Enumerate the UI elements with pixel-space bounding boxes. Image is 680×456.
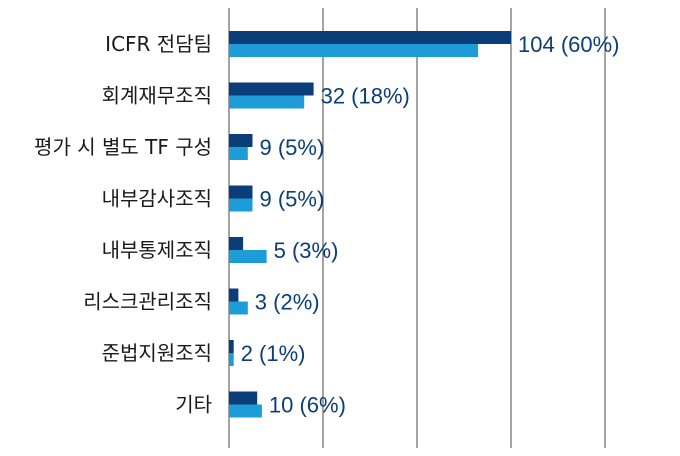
bar-series-2-1 — [229, 95, 305, 109]
data-label-5: 3 (2%) — [255, 290, 320, 315]
category-label-2: 평가 시 별도 TF 구성 — [34, 135, 212, 159]
category-label-0: ICFR 전담팀 — [105, 32, 212, 56]
bar-series-1-7 — [229, 391, 258, 405]
bar-series-1-2 — [229, 134, 253, 147]
category-label-6: 준법지원조직 — [102, 341, 212, 365]
value-labels: 104 (60%) 32 (18%) 9 (5%) 9 (5%) 5 (3%) 3 (2%… — [241, 32, 620, 418]
category-label-3: 내부감사조직 — [102, 187, 212, 211]
bar-series-1-5 — [229, 288, 239, 302]
bar-series-1-0 — [229, 31, 511, 44]
data-label-2: 9 (5%) — [260, 135, 325, 160]
bar-series-2-3 — [229, 198, 253, 212]
bars — [229, 31, 511, 418]
data-label-7: 10 (6%) — [269, 393, 346, 418]
data-label-1: 32 (18%) — [321, 84, 410, 109]
bar-series-2-0 — [229, 44, 479, 57]
category-label-7: 기타 — [175, 393, 212, 417]
bar-series-1-1 — [229, 82, 314, 96]
bar-series-2-4 — [229, 250, 267, 263]
bar-series-1-3 — [229, 185, 253, 199]
category-label-4: 내부통제조직 — [102, 238, 212, 262]
bar-series-1-6 — [229, 340, 234, 353]
bar-series-2-5 — [229, 301, 248, 315]
bar-series-2-6 — [229, 353, 234, 366]
category-label-5: 리스크관리조직 — [83, 290, 212, 314]
data-label-3: 9 (5%) — [260, 187, 325, 212]
category-label-1: 회계재무조직 — [102, 84, 212, 108]
bar-series-2-2 — [229, 147, 248, 160]
gridlines — [228, 8, 606, 448]
data-label-6: 2 (1%) — [241, 341, 306, 366]
data-label-0: 104 (60%) — [518, 32, 620, 57]
bar-series-1-4 — [229, 237, 244, 250]
data-label-4: 5 (3%) — [274, 238, 339, 263]
bar-series-2-7 — [229, 404, 262, 418]
